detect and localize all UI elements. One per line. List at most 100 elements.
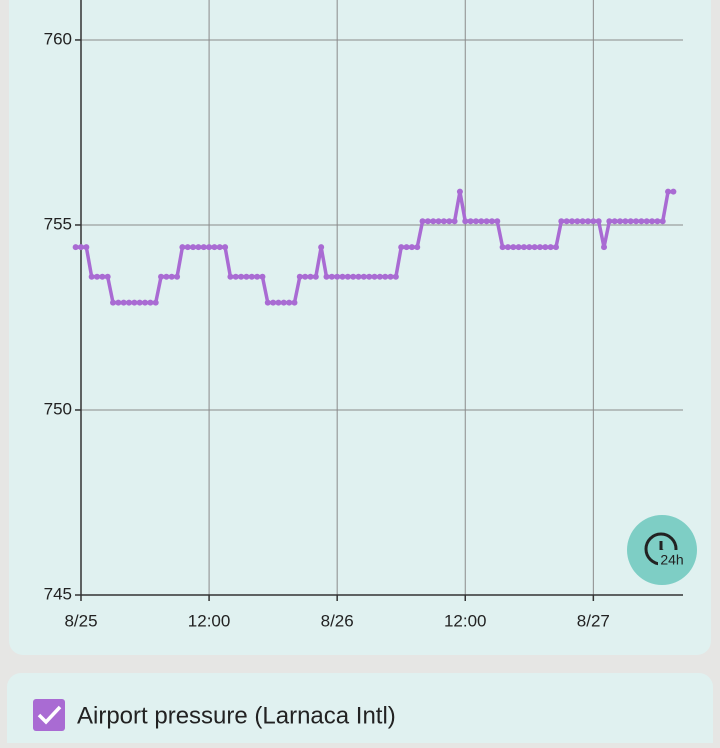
data-point: [488, 218, 495, 225]
data-point: [147, 299, 154, 306]
data-point: [131, 299, 138, 306]
y-tick-label: 755: [44, 214, 72, 233]
data-point: [302, 273, 309, 280]
data-point: [232, 273, 239, 280]
data-point: [595, 218, 602, 225]
data-point: [659, 218, 666, 225]
data-point: [456, 188, 463, 195]
data-point: [318, 244, 325, 251]
data-point: [222, 244, 229, 251]
data-point: [179, 244, 186, 251]
data-point: [579, 218, 586, 225]
y-tick-label: 745: [44, 584, 72, 603]
data-point: [216, 244, 223, 251]
data-point: [312, 273, 319, 280]
data-point: [590, 218, 597, 225]
data-point: [494, 218, 501, 225]
plot: 745 750 755 760 8/25 12:00 8/26 12:00 8/27: [44, 0, 683, 630]
data-point: [440, 218, 447, 225]
data-point: [360, 273, 367, 280]
data-point: [104, 273, 111, 280]
data-point: [387, 273, 394, 280]
y-tick-label: 750: [44, 399, 72, 418]
data-point: [227, 273, 234, 280]
x-tick-label: 8/25: [64, 611, 97, 630]
data-point: [633, 218, 640, 225]
data-point: [627, 218, 634, 225]
data-point: [435, 218, 442, 225]
series-checkbox[interactable]: [33, 699, 65, 731]
data-point: [211, 244, 218, 251]
data-point: [270, 299, 277, 306]
data-point: [174, 273, 181, 280]
data-point: [382, 273, 389, 280]
data-point: [190, 244, 197, 251]
data-point: [622, 218, 629, 225]
data-point: [184, 244, 191, 251]
data-point: [243, 273, 250, 280]
data-point: [238, 273, 245, 280]
data-point: [547, 244, 554, 251]
data-point: [568, 218, 575, 225]
data-point: [83, 244, 90, 251]
data-point: [601, 244, 608, 251]
data-point: [350, 273, 357, 280]
data-point: [254, 273, 261, 280]
data-point: [643, 218, 650, 225]
data-point: [371, 273, 378, 280]
data-point: [515, 244, 522, 251]
data-point: [649, 218, 656, 225]
data-point: [552, 244, 559, 251]
data-point: [78, 244, 84, 251]
data-point: [280, 299, 287, 306]
data-point: [206, 244, 213, 251]
data-point: [94, 273, 101, 280]
data-point: [307, 273, 314, 280]
data-point: [195, 244, 202, 251]
data-point: [200, 244, 207, 251]
data-point: [483, 218, 490, 225]
data-point: [403, 244, 410, 251]
y-tick-label: 760: [44, 29, 72, 48]
data-point: [275, 299, 282, 306]
data-point: [328, 273, 335, 280]
data-point: [462, 218, 469, 225]
data-point: [526, 244, 533, 251]
data-point: [558, 218, 565, 225]
data-point: [563, 218, 570, 225]
data-point: [291, 299, 298, 306]
data-point: [446, 218, 453, 225]
data-point: [355, 273, 362, 280]
data-point: [264, 299, 271, 306]
data-point: [152, 299, 159, 306]
data-point: [168, 273, 175, 280]
data-point: [542, 244, 549, 251]
data-point: [126, 299, 133, 306]
data-point: [158, 273, 165, 280]
data-point: [536, 244, 543, 251]
data-point: [88, 273, 95, 280]
data-point: [286, 299, 293, 306]
range-button[interactable]: 24h: [627, 515, 697, 585]
data-point: [110, 299, 117, 306]
data-point: [638, 218, 645, 225]
data-point: [478, 218, 485, 225]
data-point: [323, 273, 330, 280]
data-point: [654, 218, 661, 225]
x-tick-label: 12:00: [188, 611, 231, 630]
data-point: [467, 218, 474, 225]
data-point: [617, 218, 624, 225]
x-tick-label: 8/26: [321, 611, 354, 630]
data-point: [520, 244, 527, 251]
data-point: [163, 273, 170, 280]
x-tick-label: 12:00: [444, 611, 487, 630]
data-point: [120, 299, 127, 306]
data-point: [136, 299, 143, 306]
data-point: [248, 273, 255, 280]
data-point: [451, 218, 458, 225]
data-point: [585, 218, 592, 225]
data-point: [499, 244, 506, 251]
data-point: [142, 299, 149, 306]
